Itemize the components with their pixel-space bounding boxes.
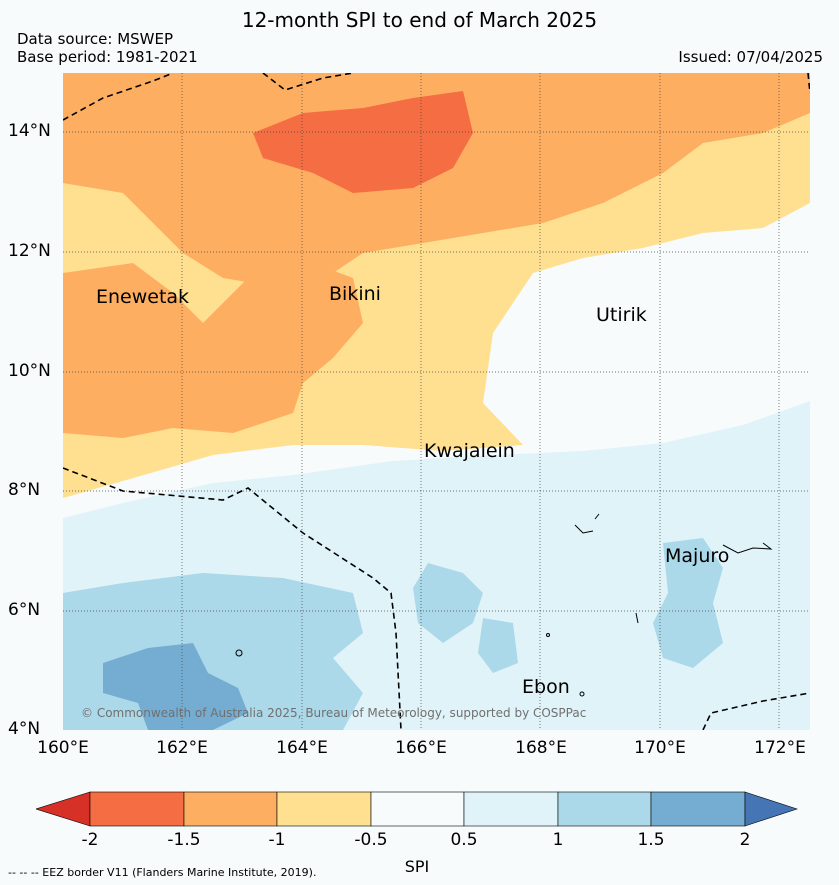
colorbar-segment xyxy=(557,791,652,827)
colorbar-segment xyxy=(89,791,185,827)
region-wet-moderate-2 xyxy=(413,563,483,643)
colorbar-extension-high xyxy=(744,791,798,827)
lat-label-12: 12°N xyxy=(8,241,51,261)
lon-label-164: 164°E xyxy=(276,738,328,758)
base-period: Base period: 1981-2021 xyxy=(17,48,198,66)
place-enewetak: Enewetak xyxy=(96,286,190,308)
place-majuro: Majuro xyxy=(665,545,730,567)
lon-label-166: 166°E xyxy=(395,738,447,758)
colorbar-tick: 1 xyxy=(552,830,564,850)
colorbar-tick: -2 xyxy=(81,830,99,850)
place-kwajalein: Kwajalein xyxy=(424,440,515,462)
lon-label-172: 172°E xyxy=(754,738,806,758)
map-title: 12-month SPI to end of March 2025 xyxy=(241,8,598,32)
lon-label-160: 160°E xyxy=(37,738,89,758)
island-outlines xyxy=(235,513,773,697)
lon-label-162: 162°E xyxy=(156,738,208,758)
colorbar-tick: -1 xyxy=(268,830,286,850)
region-dry-severe xyxy=(253,91,473,193)
eez-border xyxy=(63,73,810,730)
colorbar-extension-low xyxy=(36,791,91,827)
data-source: Data source: MSWEP xyxy=(17,30,174,48)
lat-label-10: 10°N xyxy=(8,361,51,381)
region-dry-moderate-2 xyxy=(63,263,363,438)
colorbar-tick: -1.5 xyxy=(167,830,201,850)
colorbar-segment xyxy=(370,791,465,827)
lat-label-4: 4°N xyxy=(8,719,41,739)
colorbar-segment xyxy=(650,791,746,827)
colorbar-tick: 0.5 xyxy=(450,830,478,850)
lat-label-14: 14°N xyxy=(8,121,51,141)
eez-footnote: -- -- -- EEZ border V11 (Flanders Marine… xyxy=(8,866,317,879)
colorbar xyxy=(36,791,798,827)
place-bikini: Bikini xyxy=(329,283,381,305)
region-wet-moderate-4 xyxy=(478,618,518,673)
colorbar-tick: 2 xyxy=(739,830,751,850)
place-utirik: Utirik xyxy=(596,304,647,326)
lon-label-168: 168°E xyxy=(515,738,567,758)
place-ebon: Ebon xyxy=(522,676,570,698)
issued-date: Issued: 07/04/2025 xyxy=(678,48,823,66)
lon-label-170: 170°E xyxy=(634,738,686,758)
colorbar-tick: 1.5 xyxy=(637,830,665,850)
colorbar-tick: -0.5 xyxy=(354,830,388,850)
colorbar-segment xyxy=(463,791,559,827)
copyright-notice: © Commonwealth of Australia 2025, Bureau… xyxy=(81,706,587,720)
lat-label-8: 8°N xyxy=(8,480,41,500)
colorbar-segment xyxy=(276,791,372,827)
colorbar-title: SPI xyxy=(404,857,430,876)
spi-map xyxy=(63,73,810,730)
region-wet-strong xyxy=(103,643,248,730)
region-dry-moderate xyxy=(63,73,810,288)
region-wet-moderate-3 xyxy=(653,538,723,668)
lat-label-6: 6°N xyxy=(8,600,41,620)
colorbar-segment xyxy=(183,791,278,827)
